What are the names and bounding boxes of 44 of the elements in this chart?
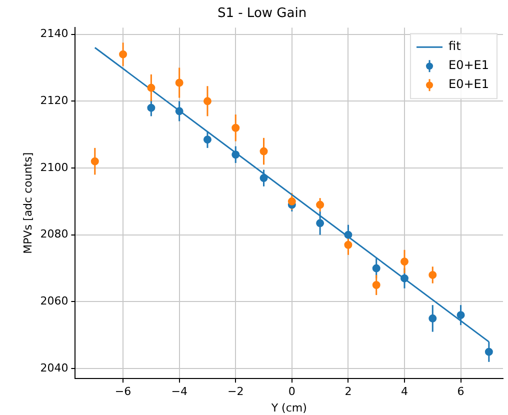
x-tick-label: −6	[114, 385, 132, 398]
point	[400, 258, 408, 266]
x-tick-label: −2	[228, 385, 244, 398]
point	[260, 174, 268, 182]
point	[147, 84, 156, 92]
point	[400, 274, 408, 282]
point	[428, 314, 437, 322]
x-tick-label: 4	[400, 385, 408, 398]
y-tick-label: 2080	[40, 228, 68, 241]
point	[147, 104, 156, 112]
point	[288, 197, 296, 206]
legend-label: E0+E1	[448, 77, 490, 92]
y-tick-label: 2060	[40, 294, 68, 308]
point	[232, 150, 240, 159]
point	[316, 219, 324, 228]
point	[428, 270, 437, 279]
point	[484, 348, 493, 356]
y-axis-title: MPVs [adc counts]	[21, 152, 34, 254]
legend-label: E0+E1	[448, 58, 490, 72]
chart-title: S1 - Low Gain	[217, 6, 307, 22]
point	[203, 136, 212, 144]
point	[90, 157, 99, 166]
y-tick-label: 2040	[40, 361, 68, 374]
legend-label: fit	[448, 39, 462, 54]
x-tick-label: 0	[288, 385, 296, 398]
point	[119, 50, 128, 58]
x-tick-label: −4	[171, 385, 188, 398]
point	[203, 97, 212, 106]
point	[175, 78, 184, 87]
y-tick-label: 2140	[40, 27, 68, 40]
point	[344, 240, 352, 249]
point	[372, 264, 380, 272]
point	[372, 281, 380, 289]
point	[232, 124, 240, 132]
point	[456, 311, 465, 320]
point	[316, 200, 324, 209]
point	[260, 147, 268, 156]
x-tick-label: 2	[344, 385, 352, 398]
x-tick-label: 6	[457, 385, 464, 398]
point	[344, 230, 352, 239]
y-tick-label: 2120	[40, 94, 68, 107]
x-axis-title: Y (cm)	[270, 401, 307, 414]
y-tick-label: 2100	[40, 160, 68, 174]
point	[175, 107, 184, 116]
